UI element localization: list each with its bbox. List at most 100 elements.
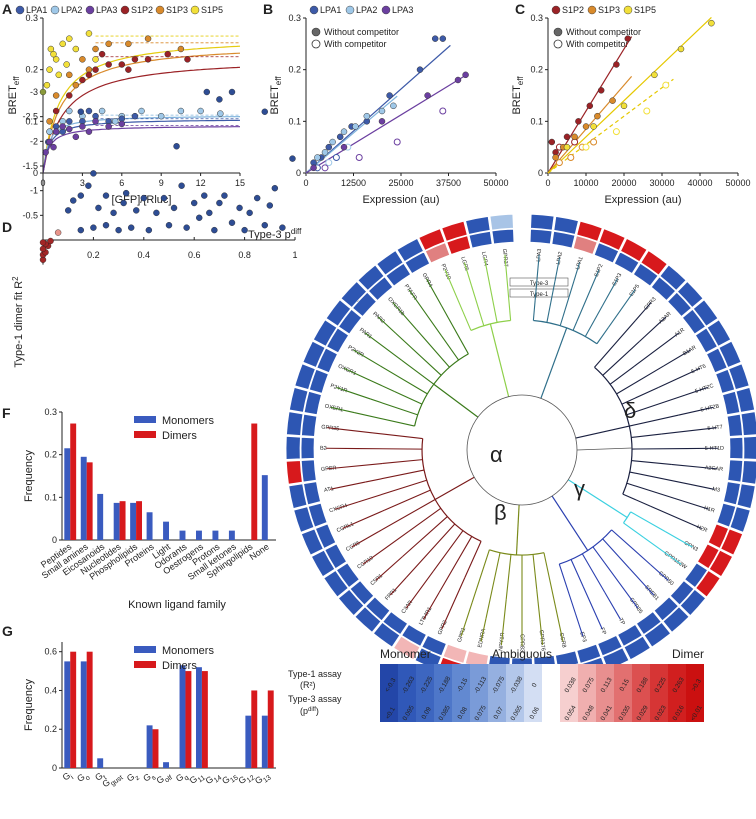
type3-ring-cell xyxy=(300,528,324,556)
panel-d-data-point xyxy=(77,192,85,199)
panel-a-data-point xyxy=(105,123,112,130)
panel-a-legend-label: LPA3 xyxy=(96,5,117,15)
panel-g-category-label: Gq xyxy=(174,769,190,786)
panel-d-data-point xyxy=(102,221,110,229)
panel-b-legend-filled-marker xyxy=(311,27,321,37)
panel-d-data-point xyxy=(266,202,273,209)
panel-c-data-point xyxy=(571,133,578,141)
tree-branch-inner xyxy=(629,414,679,427)
panel-g-category-label: Gz xyxy=(125,769,141,786)
tree-branch-inner xyxy=(441,305,469,355)
scale-cell xyxy=(506,664,524,722)
tree-branch xyxy=(463,262,472,286)
panel-b-data-point xyxy=(363,112,371,120)
panel-a-data-point xyxy=(66,118,73,125)
tree-branch xyxy=(444,269,464,313)
tree-branch xyxy=(326,462,383,470)
panel-f-bar-dimers xyxy=(136,501,143,540)
tree-branch xyxy=(460,601,473,637)
panel-b-x-tick-label: 25000 xyxy=(388,178,413,188)
tree-branch xyxy=(639,316,667,342)
tree-branch-inner xyxy=(384,489,431,511)
panel-b-data-point xyxy=(416,66,424,73)
tree-clade-stem xyxy=(489,323,510,397)
type3-ring-cell xyxy=(676,281,704,308)
panel-a-legend-marker xyxy=(50,5,60,15)
panel-d-data-point xyxy=(201,192,208,199)
type1-ring-cell xyxy=(303,390,322,416)
panel-a-data-point xyxy=(217,110,224,117)
tree-branch xyxy=(342,509,385,530)
panel-g-y-tick-label: 0.6 xyxy=(44,647,57,657)
panel-c-legend-label: S1P5 xyxy=(634,5,656,15)
panel-c-data-point xyxy=(609,97,616,104)
panel-a-y-tick-label: 0.3 xyxy=(25,13,38,23)
panel-f-y-tick-label: 0.1 xyxy=(44,492,57,502)
scale-cell xyxy=(380,664,398,722)
scale-cell xyxy=(578,664,596,722)
type1-ring-cell xyxy=(446,235,472,255)
panel-d-data-point xyxy=(145,226,153,234)
type1-ring-cell xyxy=(382,611,409,636)
panel-g-bar-dimers xyxy=(201,671,208,768)
panel-d-x-tick-label: 0.2 xyxy=(87,250,100,260)
type1-ring-cell xyxy=(576,643,602,664)
panel-a-data-point xyxy=(144,56,152,63)
tree-branch xyxy=(329,481,366,490)
panel-c-data-point xyxy=(612,128,620,136)
tree-branch xyxy=(389,576,407,596)
panel-a-legend-label: LPA2 xyxy=(61,5,82,15)
panel-a-data-point xyxy=(79,56,86,63)
panel-b-data-point xyxy=(325,143,333,151)
tree-branch-inner xyxy=(592,546,606,564)
panel-b-data-point xyxy=(352,123,359,130)
panel-c-legend-marker xyxy=(551,5,561,15)
ring-label-box-type1 xyxy=(509,288,569,298)
panel-a-data-point xyxy=(177,45,185,53)
panel-c-data-point xyxy=(548,138,556,146)
panel-d-data-point xyxy=(85,182,92,189)
panel-d-data-point xyxy=(127,224,135,231)
type1-ring-cell xyxy=(468,230,493,249)
panel-a-data-point xyxy=(144,35,152,42)
type3-ring-cell xyxy=(354,606,382,633)
panel-f-bar-dimers xyxy=(119,501,126,540)
tree-branch-inner xyxy=(470,285,485,326)
panel-d-data-point xyxy=(211,226,218,234)
type1-ring-cell xyxy=(684,562,709,589)
panel-b-data-point xyxy=(355,154,363,161)
panel-g-category-label: Golf xyxy=(155,769,174,788)
panel-f-bar-monomers xyxy=(228,530,235,540)
type1-ring-cell xyxy=(365,596,391,622)
type3-ring-cell xyxy=(640,250,668,276)
tree-branch xyxy=(601,278,618,307)
type3-ring-cell xyxy=(729,506,751,533)
tree-branch-inner xyxy=(602,340,640,376)
panel-c-data-point xyxy=(643,107,651,115)
scale-cell xyxy=(452,664,470,722)
panel-c-legend-marker xyxy=(587,5,597,15)
panel-c-data-point xyxy=(590,138,598,146)
type3-ring-cell xyxy=(294,363,316,390)
panel-c-data-point xyxy=(651,71,658,79)
tree-branch-inner xyxy=(631,433,662,439)
panel-b-data-point xyxy=(378,107,386,115)
panel-g-bar-monomers xyxy=(195,667,202,768)
type1-ring-cell xyxy=(385,262,412,287)
panel-d-data-point xyxy=(261,221,268,229)
tree-branch xyxy=(362,531,409,565)
panel-b-legend-marker xyxy=(345,5,355,15)
panel-b-legend-open-marker xyxy=(311,39,321,49)
type1-ring-cell xyxy=(442,643,468,664)
tree-branch-inner xyxy=(471,549,490,603)
tree-leaf-label: H2R xyxy=(696,524,709,534)
tree-branch-inner xyxy=(372,432,423,440)
panel-d-data-point xyxy=(216,199,223,207)
panel-c-x-tick-label: 40000 xyxy=(687,178,712,188)
tree-branch xyxy=(658,367,701,388)
panel-c-data-point xyxy=(613,61,620,68)
panel-g-bar-dimers xyxy=(185,671,192,768)
panel-g-bar-dimers xyxy=(152,729,159,768)
tree-branch-inner xyxy=(532,554,538,590)
